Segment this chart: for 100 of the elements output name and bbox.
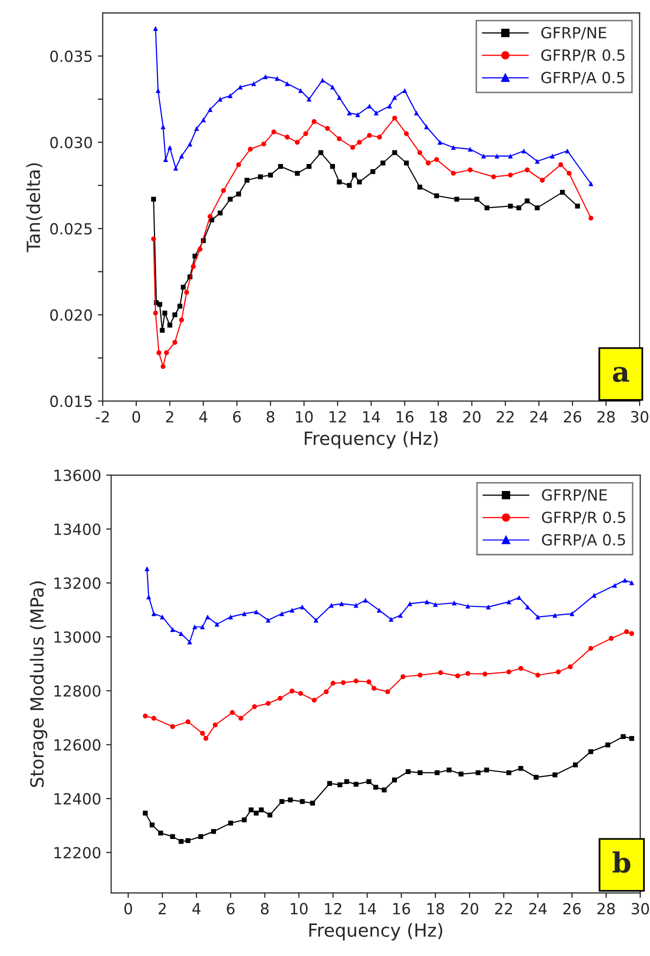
point — [330, 164, 335, 169]
legend-label: GFRP/A 0.5 — [542, 534, 626, 547]
point — [392, 116, 398, 121]
point — [258, 807, 264, 812]
point — [494, 154, 500, 159]
point — [612, 582, 618, 588]
point — [300, 799, 305, 804]
point — [404, 160, 409, 166]
point — [298, 88, 304, 93]
point — [172, 312, 178, 318]
point — [458, 772, 464, 776]
point — [568, 664, 573, 670]
point — [508, 204, 513, 209]
point — [294, 170, 300, 176]
x-tick-label: -2 — [96, 411, 109, 422]
y-tick-label: 13200 — [54, 577, 100, 589]
point — [540, 178, 545, 183]
point — [629, 736, 634, 741]
point — [303, 131, 308, 136]
point — [162, 310, 168, 316]
point — [550, 154, 555, 159]
point — [491, 174, 496, 180]
annotation: a — [612, 366, 630, 382]
point — [208, 214, 213, 219]
point — [516, 595, 522, 600]
point — [200, 730, 205, 736]
point — [211, 829, 216, 834]
point — [356, 180, 362, 184]
point — [267, 812, 272, 818]
point — [388, 616, 394, 622]
point — [588, 181, 594, 186]
point — [556, 669, 561, 674]
point — [194, 126, 200, 131]
x-tick-label: 26 — [564, 411, 582, 423]
point — [151, 716, 156, 721]
point — [187, 640, 192, 644]
point — [400, 674, 406, 680]
x-tick-label: 4 — [192, 903, 200, 914]
point — [158, 830, 164, 836]
point — [354, 678, 359, 684]
point — [426, 160, 431, 166]
point — [570, 611, 574, 616]
x-tick-label: 8 — [266, 411, 274, 423]
point — [588, 216, 594, 221]
point — [434, 157, 440, 162]
point — [284, 134, 290, 140]
point — [363, 598, 368, 603]
x-axis-title: Frequency (Hz) — [304, 431, 438, 449]
point — [336, 95, 342, 100]
point — [336, 180, 342, 184]
point — [306, 164, 312, 169]
point — [468, 167, 473, 172]
point — [372, 686, 376, 691]
point — [350, 145, 356, 150]
point — [608, 636, 614, 641]
point — [142, 810, 148, 816]
point — [330, 680, 336, 686]
point — [366, 779, 372, 784]
point — [352, 172, 357, 178]
point — [506, 599, 512, 604]
point — [418, 770, 423, 776]
point — [344, 779, 350, 784]
point — [288, 797, 293, 802]
point — [566, 170, 572, 176]
point — [506, 770, 512, 776]
point — [218, 96, 223, 102]
point — [355, 112, 360, 118]
x-tick-label: 10 — [290, 902, 308, 914]
point — [418, 672, 423, 678]
x-tick-label: 26 — [563, 902, 581, 914]
x-tick-label: 0 — [132, 411, 140, 423]
point — [592, 592, 597, 598]
point — [398, 612, 403, 618]
point — [312, 119, 317, 124]
point — [506, 669, 512, 674]
point — [414, 110, 419, 116]
point — [516, 205, 522, 210]
x-tick-label: 12 — [330, 411, 346, 422]
point — [552, 772, 558, 778]
point — [188, 142, 192, 146]
point — [482, 672, 488, 676]
x-tick-label: 6 — [226, 902, 235, 914]
point — [151, 611, 156, 616]
x-tick-label: 22 — [495, 902, 512, 914]
point — [190, 264, 196, 269]
point — [236, 192, 242, 196]
x-tick-label: 22 — [496, 411, 514, 422]
point — [438, 140, 442, 145]
point — [228, 820, 234, 826]
legend-label: GFRP/NE — [542, 489, 607, 502]
point — [392, 778, 397, 782]
point — [153, 26, 158, 31]
point — [518, 666, 524, 671]
point — [433, 602, 438, 607]
point — [392, 95, 398, 100]
legend-label: GFRP/R 0.5 — [541, 49, 625, 62]
point — [178, 838, 184, 844]
point — [279, 611, 284, 616]
y-tick-label: 0.025 — [50, 223, 92, 235]
point — [300, 604, 305, 610]
